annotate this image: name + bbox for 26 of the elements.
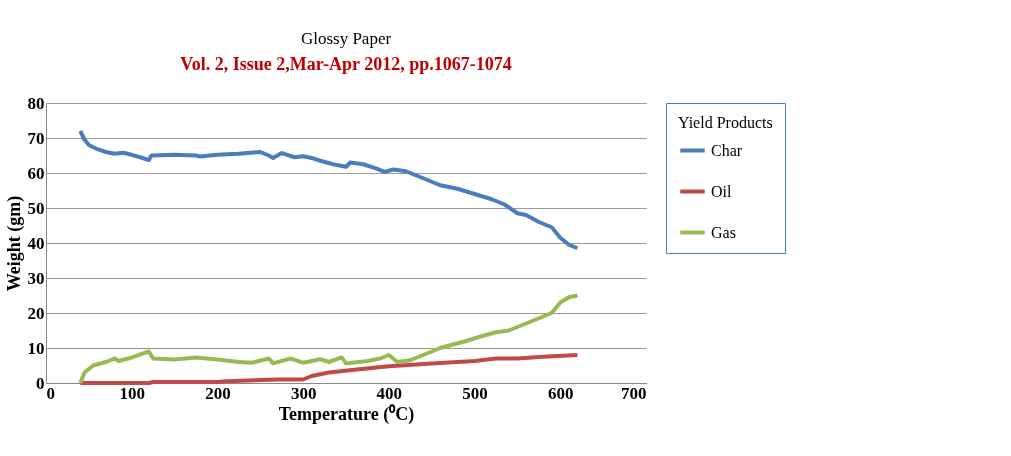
chart-title: Glossy Paper <box>300 29 392 48</box>
legend-label: Oil <box>711 182 732 200</box>
x-tick-label: 600 <box>548 383 574 403</box>
y-tick-label: 40 <box>27 233 45 253</box>
line-series <box>78 353 580 385</box>
y-tick-label: 50 <box>27 198 45 218</box>
legend-label: Char <box>711 141 743 159</box>
x-tick-label: 100 <box>119 383 145 403</box>
y-tick-label: 20 <box>27 303 45 323</box>
x-axis-title: Temperature (⁰C) <box>278 403 415 425</box>
legend-label: Gas <box>711 223 736 241</box>
legend-title: Yield Products <box>678 114 773 131</box>
x-tick-label: 200 <box>205 383 231 403</box>
x-tick-label: 700 <box>621 383 647 403</box>
y-axis-title: Weight (gm) <box>3 195 25 292</box>
line-series <box>78 129 580 251</box>
line-series <box>78 293 580 385</box>
y-tick-label: 60 <box>27 163 45 183</box>
x-tick-label: 500 <box>462 383 488 403</box>
y-tick-label: 30 <box>27 268 45 288</box>
x-tick-label: 400 <box>376 383 403 403</box>
text: Vol. 2, Issue 2,Mar-Apr 2012, pp.1067-1074 <box>180 54 512 74</box>
y-tick-label: 10 <box>27 338 45 358</box>
y-tick-label: 70 <box>27 128 45 148</box>
x-tick-label: 300 <box>290 383 317 403</box>
y-tick-label: 80 <box>27 93 45 113</box>
